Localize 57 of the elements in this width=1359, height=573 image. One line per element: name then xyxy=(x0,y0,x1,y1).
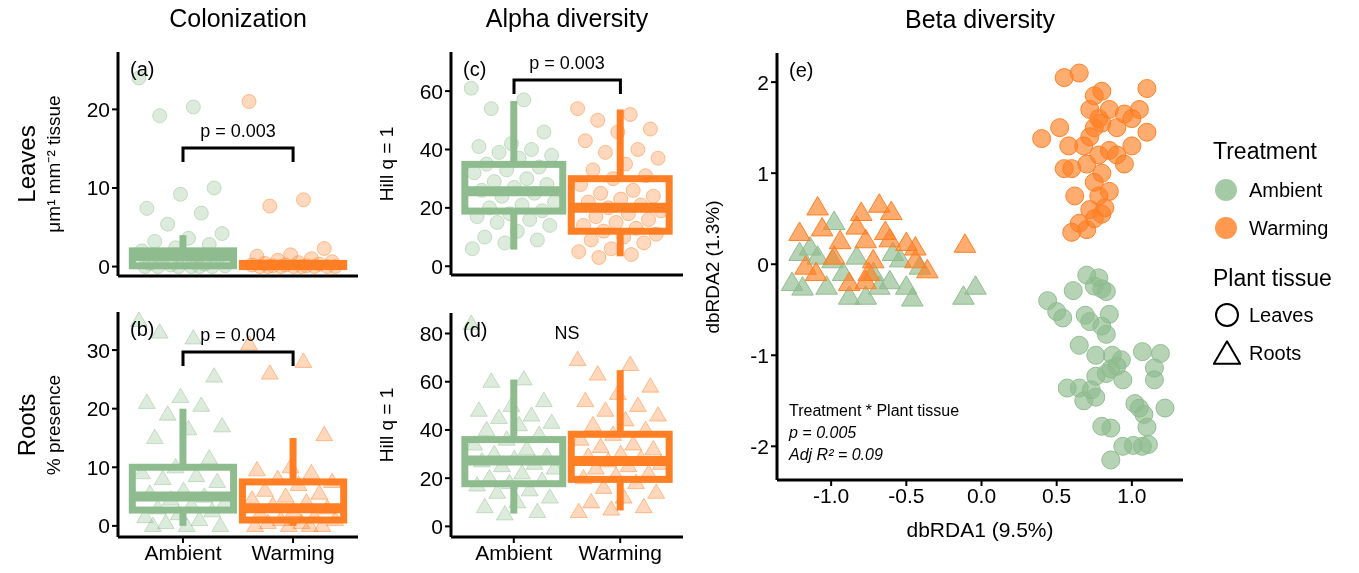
y-tick-label: 1 xyxy=(757,161,769,185)
annotation: p = 0.004 xyxy=(199,325,277,346)
y-tick-label: 0 xyxy=(431,514,443,538)
annotation: (c) xyxy=(463,58,487,81)
annotation: (d) xyxy=(463,319,488,342)
annotation: NS xyxy=(554,323,580,343)
y-axis-title: Roots % presence xyxy=(12,373,65,477)
chart-title: Alpha diversity xyxy=(484,4,650,33)
x-tick-label: Ambient xyxy=(144,540,222,564)
y-tick-label: 10 xyxy=(86,455,110,479)
annotation: p = 0.005 xyxy=(789,424,857,442)
x-tick-label: -0.5 xyxy=(888,483,925,507)
x-axis-title: dbRDA1 (9.5%) xyxy=(905,518,1055,542)
x-tick-label: 0.0 xyxy=(966,483,997,507)
chart-title: Beta diversity xyxy=(903,5,1057,34)
y-tick-label: 0 xyxy=(431,254,443,278)
annotation: (a) xyxy=(130,58,155,81)
y-axis-title: Hill q = 1 xyxy=(375,125,398,203)
y-tick-label: 40 xyxy=(419,418,443,442)
y-axis-title: Leaves μm¹ mm⁻² tissue xyxy=(12,94,65,235)
x-tick-label: 1.0 xyxy=(1117,483,1147,507)
y-tick-label: 20 xyxy=(419,196,443,220)
y-tick-label: 20 xyxy=(86,397,110,421)
legend-label: Ambient xyxy=(1249,178,1323,202)
y-tick-label: 0 xyxy=(98,514,110,538)
y-tick-label: -1 xyxy=(750,343,769,367)
annotation: p = 0.003 xyxy=(199,121,277,142)
annotation: Adj R² = 0.09 xyxy=(789,446,883,464)
x-tick-label: Warming xyxy=(578,540,662,564)
annotation: p = 0.003 xyxy=(528,53,606,74)
annotation: (e) xyxy=(789,59,814,82)
y-tick-label: 20 xyxy=(86,97,110,121)
x-tick-label: 0.5 xyxy=(1042,483,1072,507)
y-axis-title: dbRDA2 (1.3%) xyxy=(701,198,724,336)
y-tick-label: 40 xyxy=(419,137,443,161)
y-tick-label: 30 xyxy=(86,338,110,362)
chart-title: Colonization xyxy=(168,4,308,33)
legend-title: Treatment xyxy=(1213,138,1318,165)
y-tick-label: 2 xyxy=(757,70,769,94)
text: Plant tissue xyxy=(1213,265,1332,292)
y-tick-label: 0 xyxy=(757,252,769,276)
y-tick-label: -2 xyxy=(750,434,769,458)
y-tick-label: 60 xyxy=(419,370,443,394)
y-tick-label: 80 xyxy=(419,321,443,345)
x-tick-label: Ambient xyxy=(475,540,553,564)
y-axis-title: Hill q = 1 xyxy=(375,386,398,465)
y-tick-label: 60 xyxy=(419,79,443,103)
x-tick-label: Warming xyxy=(251,540,335,564)
annotation: (b) xyxy=(130,318,155,341)
text: Leaves xyxy=(1249,303,1314,327)
y-tick-label: 0 xyxy=(98,255,110,279)
x-tick-label: -1.0 xyxy=(813,483,850,507)
y-tick-label: 10 xyxy=(86,176,110,200)
text: Roots xyxy=(1249,341,1302,365)
legend-label: Warming xyxy=(1249,216,1329,240)
y-tick-label: 20 xyxy=(419,466,443,490)
annotation: Treatment * Plant tissue xyxy=(789,402,960,420)
